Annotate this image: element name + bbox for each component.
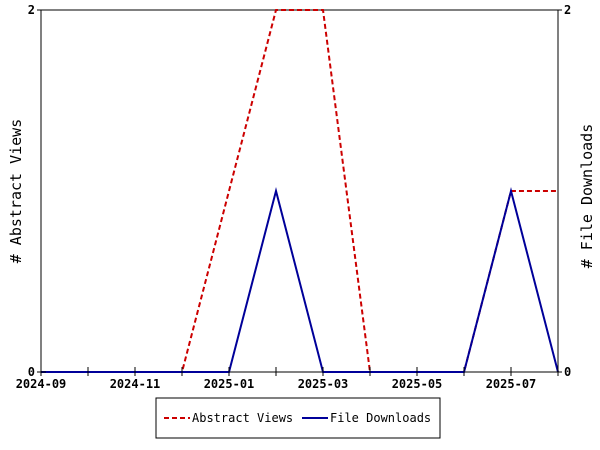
y-right-axis-title: # File Downloads — [578, 124, 596, 269]
legend-label-file-downloads: File Downloads — [330, 411, 431, 425]
legend: Abstract Views File Downloads — [155, 397, 441, 439]
x-tick-label: 2024-11 — [110, 377, 161, 391]
ticks-layer: 2024-09 2024-11 2025-01 2025-03 2025-05 2025-… — [16, 3, 572, 391]
y-right-tick-label: 2 — [564, 3, 571, 17]
y-left-tick-label: 2 — [28, 3, 35, 17]
legend-box — [155, 397, 441, 439]
legend-label-abstract-views: Abstract Views — [192, 411, 293, 425]
x-tick-label: 2025-01 — [204, 377, 255, 391]
x-tick-label: 2025-05 — [392, 377, 443, 391]
plot-area — [40, 9, 559, 373]
x-tick-label: 2025-03 — [298, 377, 349, 391]
x-tick-label: 2025-07 — [486, 377, 537, 391]
series-line-file-downloads — [41, 187, 559, 373]
y-left-tick-label: 0 — [28, 365, 35, 379]
y-left-axis-title: # Abstract Views — [7, 119, 25, 264]
y-right-tick-label: 0 — [564, 365, 571, 379]
x-tick-label: 2024-09 — [16, 377, 67, 391]
series-layer — [41, 9, 559, 373]
